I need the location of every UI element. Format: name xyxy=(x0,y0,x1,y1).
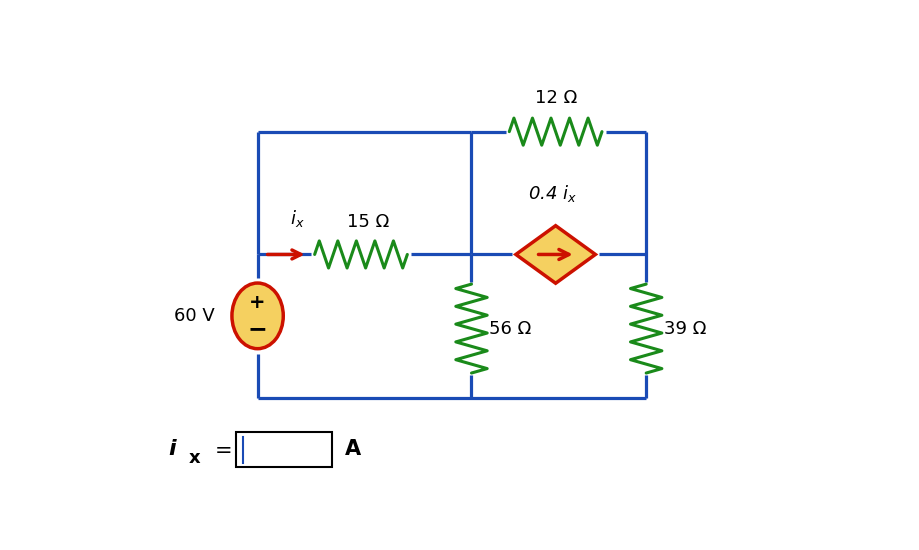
Text: 56 Ω: 56 Ω xyxy=(489,320,531,338)
Text: $=$: $=$ xyxy=(210,439,231,459)
Polygon shape xyxy=(516,226,595,283)
Text: 0.4 $i_x$: 0.4 $i_x$ xyxy=(527,183,576,205)
Text: $i_x$: $i_x$ xyxy=(289,208,304,229)
Text: $\boldsymbol{i}$: $\boldsymbol{i}$ xyxy=(168,439,178,459)
Text: 60 V: 60 V xyxy=(174,307,215,325)
Text: $\mathbf{x}$: $\mathbf{x}$ xyxy=(188,449,201,467)
Text: 12 Ω: 12 Ω xyxy=(534,89,576,107)
Text: A: A xyxy=(345,439,361,459)
Text: 15 Ω: 15 Ω xyxy=(346,213,389,231)
Ellipse shape xyxy=(232,283,283,349)
FancyBboxPatch shape xyxy=(236,432,332,467)
Text: −: − xyxy=(247,317,267,342)
Text: 39 Ω: 39 Ω xyxy=(664,320,706,338)
Text: +: + xyxy=(249,293,266,312)
